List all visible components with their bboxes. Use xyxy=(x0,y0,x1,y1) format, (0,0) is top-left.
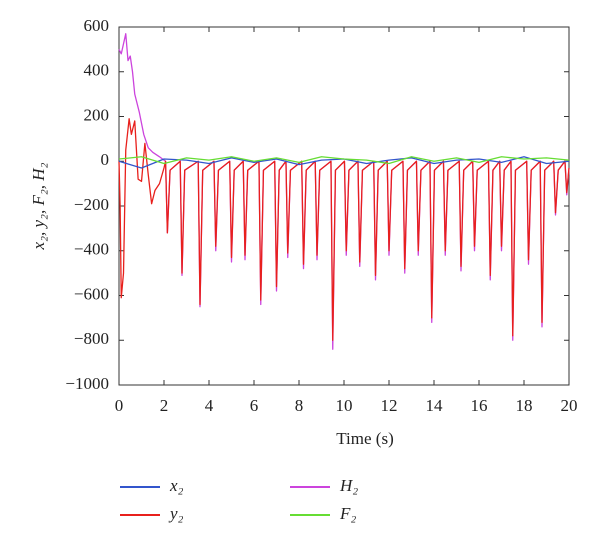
series-line xyxy=(118,33,570,350)
x-tick-label: 2 xyxy=(160,396,169,415)
x-tick-label: 0 xyxy=(115,396,124,415)
y-tick-label: 600 xyxy=(84,16,110,35)
y-tick-label: −600 xyxy=(74,284,109,303)
y-axis-label: x₂, y₂, F₂, H₂ xyxy=(29,162,48,250)
y-tick-label: −200 xyxy=(74,195,109,214)
x-tick-label: 16 xyxy=(471,396,488,415)
y-tick-label: 400 xyxy=(84,61,110,80)
series-line xyxy=(118,118,570,341)
x-tick-label: 14 xyxy=(426,396,444,415)
plot-frame xyxy=(118,26,570,386)
y-tick-label: −800 xyxy=(74,329,109,348)
legend-label: H₂ xyxy=(339,476,358,495)
y-tick-label: −1000 xyxy=(65,374,109,393)
y-tick-label: 0 xyxy=(101,150,110,169)
x-axis-label: Time (s) xyxy=(336,429,393,448)
x-tick-label: 10 xyxy=(336,396,353,415)
y-tick-label: 200 xyxy=(84,105,110,124)
x-tick-label: 18 xyxy=(516,396,533,415)
x-tick-label: 20 xyxy=(561,396,578,415)
x-tick-label: 12 xyxy=(381,396,398,415)
legend-label: y₂ xyxy=(168,504,184,523)
y-tick-label: −400 xyxy=(74,240,109,259)
x-tick-label: 8 xyxy=(295,396,304,415)
legend-label: x₂ xyxy=(169,476,184,495)
x-tick-label: 4 xyxy=(205,396,214,415)
x-tick-label: 6 xyxy=(250,396,259,415)
legend-label: F₂ xyxy=(339,504,356,523)
series-line xyxy=(118,156,570,165)
